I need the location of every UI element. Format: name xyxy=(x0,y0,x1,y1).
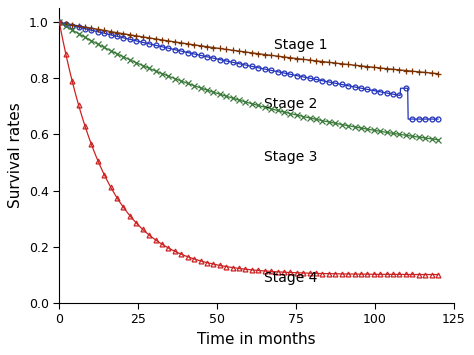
Text: Stage 4: Stage 4 xyxy=(264,271,318,285)
Text: Stage 2: Stage 2 xyxy=(264,97,318,111)
Text: Stage 1: Stage 1 xyxy=(274,38,328,52)
X-axis label: Time in months: Time in months xyxy=(197,332,316,347)
Y-axis label: Survival rates: Survival rates xyxy=(9,103,23,208)
Text: Stage 3: Stage 3 xyxy=(264,150,318,164)
